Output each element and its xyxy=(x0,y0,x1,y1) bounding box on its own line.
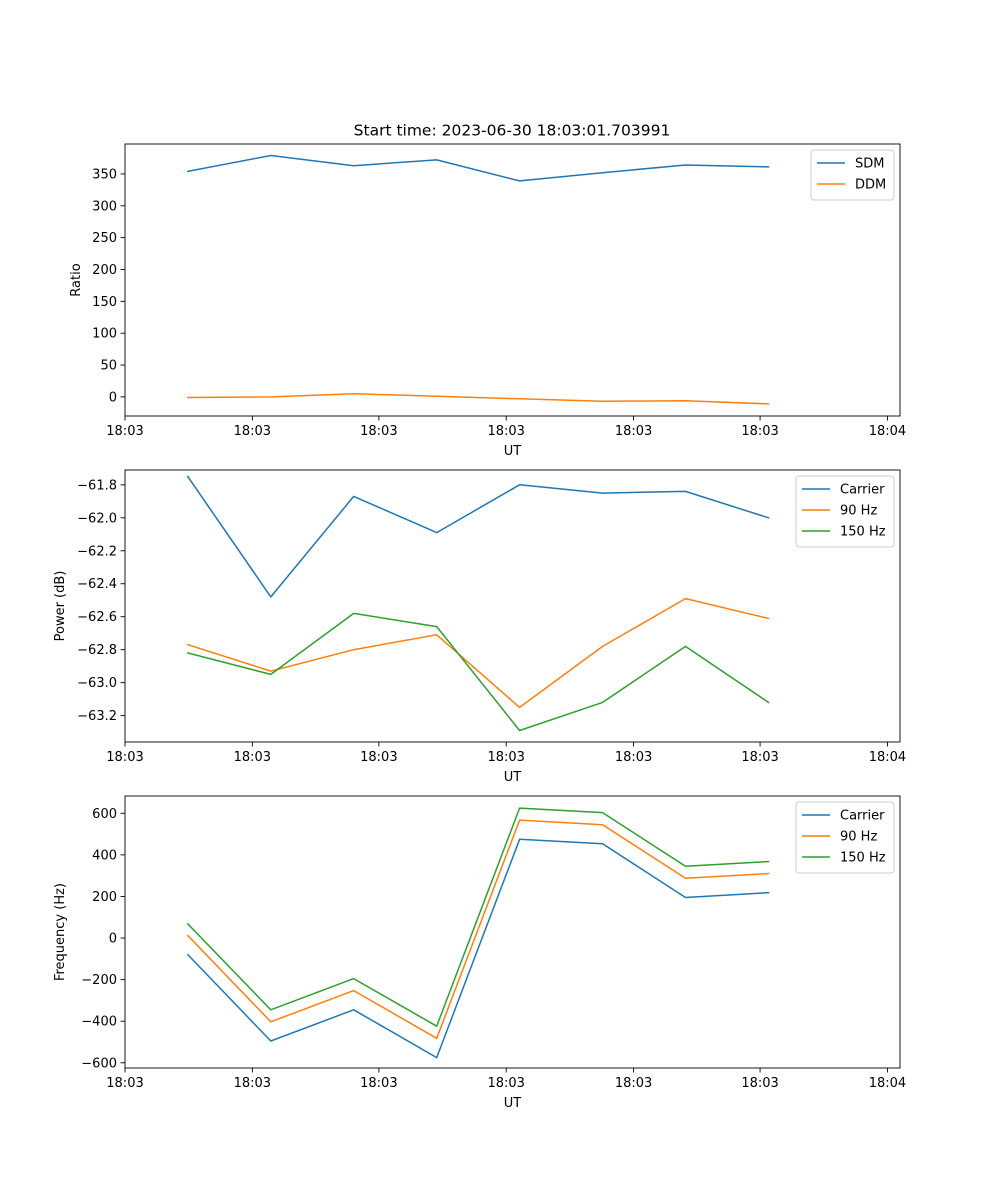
power-x-tick-label: 18:03 xyxy=(234,750,271,765)
ratio-x-axis-label: UT xyxy=(504,444,522,459)
ratio-y-tick-label: 250 xyxy=(92,231,117,246)
power-series-line-carrier xyxy=(186,475,770,598)
power-y-tick-label: −62.4 xyxy=(77,577,117,592)
ratio-legend-label: SDM xyxy=(855,157,884,172)
ratio-x-tick-label: 18:03 xyxy=(487,424,524,439)
ratio-y-tick-label: 150 xyxy=(92,295,117,310)
power-legend-box xyxy=(795,475,895,548)
frequency-y-tick-label: −600 xyxy=(81,1056,117,1071)
frequency-series-line-90-hz xyxy=(186,819,770,1040)
ratio-x-tick-label: 18:03 xyxy=(615,424,652,439)
ratio-x-tick-label: 18:03 xyxy=(360,424,397,439)
power-y-tick-label: −62.6 xyxy=(77,610,117,625)
frequency-y-tick-label: 600 xyxy=(92,807,117,822)
power-y-tick-label: −62.0 xyxy=(77,511,117,526)
frequency-y-tick-label: −400 xyxy=(81,1015,117,1030)
frequency-legend-label: 150 Hz xyxy=(840,851,886,866)
ratio-x-tick-label: 18:03 xyxy=(741,424,778,439)
figure-title: Start time: 2023-06-30 18:03:01.703991 xyxy=(354,122,671,140)
frequency-legend-label: Carrier xyxy=(840,809,885,824)
frequency-legend-label: 90 Hz xyxy=(840,830,877,845)
frequency-x-tick-label: 18:03 xyxy=(106,1076,143,1091)
power-y-tick-label: −62.2 xyxy=(77,544,117,559)
frequency-x-axis-label: UT xyxy=(504,1096,522,1111)
ratio-x-tick-label: 18:04 xyxy=(869,424,906,439)
power-legend-label: Carrier xyxy=(840,483,885,498)
ratio-series-line-ddm xyxy=(187,392,770,405)
frequency-y-tick-label: 200 xyxy=(92,890,117,905)
ratio-panel: 18:03 18:03 18:03 18:03 18:03 18:03 18:04 0 50 10… xyxy=(69,143,906,459)
frequency-legend-box xyxy=(795,801,895,874)
power-series-line-90-hz xyxy=(186,597,770,709)
power-x-tick-label: 18:03 xyxy=(360,750,397,765)
frequency-y-axis-label: Frequency (Hz) xyxy=(53,883,68,981)
ratio-y-tick-label: 100 xyxy=(92,327,117,342)
ratio-y-tick-label: 300 xyxy=(92,199,117,214)
ratio-y-tick-label: 350 xyxy=(92,167,117,182)
power-axes-frame xyxy=(124,469,901,743)
frequency-y-tick-label: −200 xyxy=(81,973,117,988)
frequency-axes-frame xyxy=(124,795,901,1069)
frequency-x-tick-label: 18:03 xyxy=(234,1076,271,1091)
power-panel: 18:03 18:03 18:03 18:03 18:03 18:03 18:04 −63.2… xyxy=(53,469,906,785)
power-x-tick-label: 18:04 xyxy=(869,750,906,765)
frequency-series-line-150-hz xyxy=(186,807,770,1027)
power-y-tick-label: −63.2 xyxy=(77,709,117,724)
ratio-x-tick-label: 18:03 xyxy=(234,424,271,439)
ratio-y-tick-label: 200 xyxy=(92,263,117,278)
power-y-tick-label: −63.0 xyxy=(77,676,117,691)
ratio-x-tick-label: 18:03 xyxy=(106,424,143,439)
frequency-x-tick-label: 18:03 xyxy=(741,1076,778,1091)
ratio-y-tick-label: 0 xyxy=(109,390,117,405)
power-x-tick-label: 18:03 xyxy=(615,750,652,765)
power-legend-label: 90 Hz xyxy=(840,504,877,519)
power-series-line-150-hz xyxy=(186,612,770,732)
power-x-tick-label: 18:03 xyxy=(487,750,524,765)
power-x-tick-label: 18:03 xyxy=(106,750,143,765)
ratio-y-axis-label: Ratio xyxy=(69,263,84,296)
frequency-x-tick-label: 18:04 xyxy=(869,1076,906,1091)
frequency-series-line-carrier xyxy=(186,838,770,1059)
power-x-axis-label: UT xyxy=(504,770,522,785)
frequency-x-tick-label: 18:03 xyxy=(487,1076,524,1091)
frequency-x-tick-label: 18:03 xyxy=(360,1076,397,1091)
frequency-x-tick-label: 18:03 xyxy=(615,1076,652,1091)
frequency-panel: 18:03 18:03 18:03 18:03 18:03 18:03 18:04 −600 −… xyxy=(53,795,906,1111)
frequency-y-tick-label: 400 xyxy=(92,848,117,863)
power-x-tick-label: 18:03 xyxy=(741,750,778,765)
ratio-series-line-sdm xyxy=(186,154,770,182)
power-y-tick-label: −61.8 xyxy=(77,478,117,493)
frequency-y-tick-label: 0 xyxy=(109,932,117,947)
ratio-y-tick-label: 50 xyxy=(100,359,117,374)
ratio-axes-frame xyxy=(124,143,901,417)
power-y-axis-label: Power (dB) xyxy=(53,571,68,642)
power-y-tick-label: −62.8 xyxy=(77,643,117,658)
power-legend-label: 150 Hz xyxy=(840,525,886,540)
ratio-legend-label: DDM xyxy=(855,178,886,193)
